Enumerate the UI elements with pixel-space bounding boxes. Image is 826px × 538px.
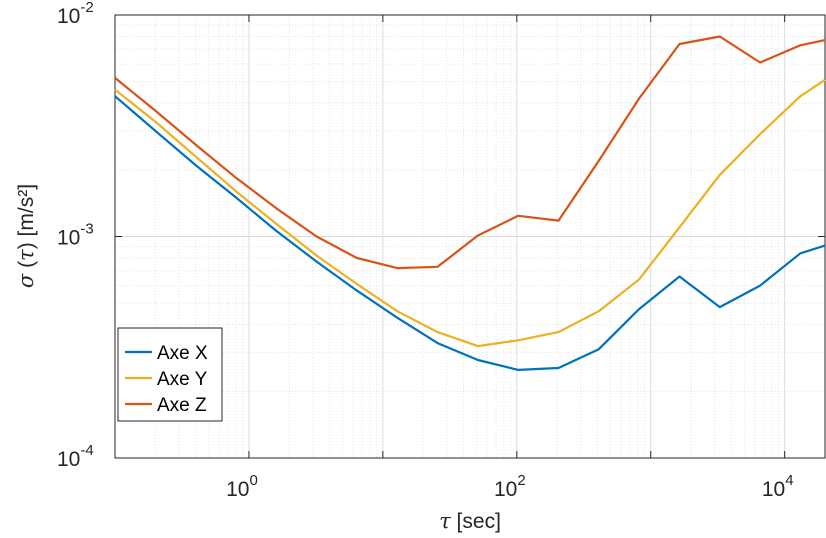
- x-axis-label-text: [sec]: [451, 510, 501, 533]
- data-lines: [114, 35, 826, 371]
- x-tick-label: 102: [494, 472, 526, 501]
- series-line-axe-y: [114, 78, 826, 348]
- y-tick-exponent: -2: [80, 0, 93, 16]
- legend-label: Axe X: [157, 343, 208, 364]
- x-tick-label: 100: [226, 472, 258, 501]
- y-tick-base: 10: [57, 227, 80, 250]
- x-tick-exponent: 4: [785, 472, 793, 489]
- x-axis-label-symbol: τ: [439, 509, 451, 533]
- x-tick-base: 10: [762, 478, 785, 501]
- axes: [114, 14, 826, 459]
- y-tick-label: 10-4: [57, 442, 94, 471]
- y-tick-label: 10-2: [57, 0, 94, 28]
- legend-label: Axe Z: [157, 395, 207, 416]
- x-tick-base: 10: [494, 478, 517, 501]
- grid: [114, 14, 825, 459]
- x-tick-label: 104: [762, 472, 794, 501]
- y-axis-label-mid: (: [15, 261, 38, 274]
- y-tick-base: 10: [57, 5, 80, 28]
- x-axis-label: τ [sec]: [439, 509, 501, 533]
- y-tick-base: 10: [57, 448, 80, 471]
- legend-label: Axe Y: [157, 369, 208, 390]
- legend-box: [117, 327, 223, 422]
- y-tick-exponent: -3: [80, 221, 93, 238]
- y-axis-label-symbol: σ: [14, 273, 38, 288]
- legend: Axe X Axe Y Axe Z: [117, 327, 223, 422]
- y-tick-label: 10-3: [57, 221, 94, 250]
- y-axis-label-symbol2: τ: [14, 249, 38, 261]
- y-axis-label: σ (τ) [m/s²]: [14, 184, 38, 288]
- x-tick-exponent: 2: [517, 472, 525, 489]
- x-tick-exponent: 0: [249, 472, 257, 489]
- x-tick-base: 10: [226, 478, 249, 501]
- series-line-axe-x: [114, 95, 826, 371]
- y-tick-exponent: -4: [80, 442, 93, 459]
- series-line-axe-z: [114, 35, 826, 270]
- y-axis-label-text: ) [m/s²]: [15, 184, 38, 249]
